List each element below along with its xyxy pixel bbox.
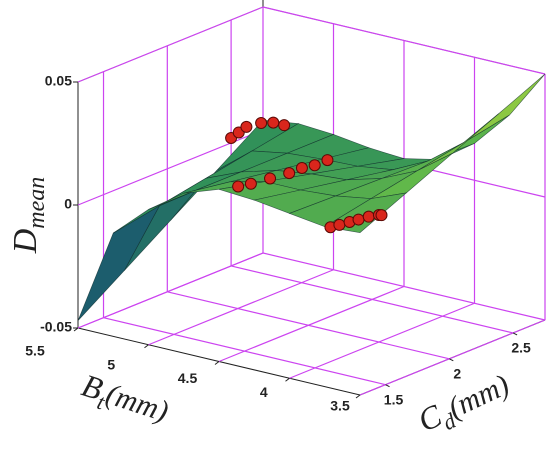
z-tick-label: 0 — [64, 196, 72, 212]
x-axis-label: Bt(mm) — [76, 367, 174, 434]
data-point — [244, 177, 257, 190]
floor-grid-line — [103, 317, 386, 386]
z-label-sub: mean — [24, 177, 50, 229]
x-tick-mark — [285, 377, 290, 382]
data-point — [308, 159, 321, 172]
data-point — [283, 167, 296, 180]
floor-grid-line — [148, 269, 334, 346]
x-tick-mark — [214, 361, 220, 365]
data-point — [255, 116, 268, 129]
x-tick-label: 4.5 — [178, 370, 198, 386]
y-tick-mark — [385, 384, 390, 388]
x-tick-label: 5 — [107, 356, 115, 372]
wall-grid-line — [262, 6, 546, 75]
x-tick-label: 5.5 — [25, 343, 45, 359]
data-point — [295, 161, 308, 174]
x-label-unit: (mm) — [102, 377, 172, 428]
floor-grid-line — [359, 319, 546, 396]
y-tick-mark — [512, 332, 518, 336]
x-tick-label: 3.5 — [330, 398, 350, 414]
z-tick-label: 0.05 — [45, 73, 72, 89]
data-point — [232, 180, 245, 193]
z-label-main: D — [7, 228, 44, 254]
data-point — [321, 154, 334, 167]
x-tick-mark — [355, 394, 361, 399]
z-tick-label: -0.05 — [40, 319, 72, 335]
x-tick-label: 4 — [260, 384, 268, 400]
data-point — [240, 120, 253, 133]
y-tick-label: 2.5 — [511, 340, 531, 356]
floor-grid-line — [289, 302, 475, 379]
data-point — [362, 210, 375, 223]
y-tick-mark — [449, 358, 454, 362]
points — [225, 116, 388, 234]
wall-grid-line — [262, 252, 546, 321]
data-point — [333, 218, 346, 231]
floor-grid-line — [167, 291, 450, 360]
data-point — [267, 116, 280, 129]
labels: 3.5 4 4.5 5 5.5 1.5 2 2.5 -0.05 0 0.05 — [25, 73, 531, 414]
data-point — [375, 209, 388, 222]
wall-grid-line — [77, 6, 264, 83]
data-point — [278, 119, 291, 132]
x-tick-mark — [144, 344, 149, 349]
floor-grid-line — [230, 265, 514, 334]
y-tick-label: 1.5 — [384, 391, 404, 407]
z-axis-label: Dmean — [7, 177, 50, 255]
surface-cell — [77, 204, 161, 321]
wall-grid-line — [77, 252, 264, 329]
data-point — [264, 172, 277, 185]
y-axis-label: Cd(mm) — [412, 366, 516, 444]
surface — [77, 73, 546, 321]
floor-grid-line — [218, 285, 405, 363]
y-tick-label: 2 — [453, 365, 461, 381]
data-point — [352, 213, 365, 226]
